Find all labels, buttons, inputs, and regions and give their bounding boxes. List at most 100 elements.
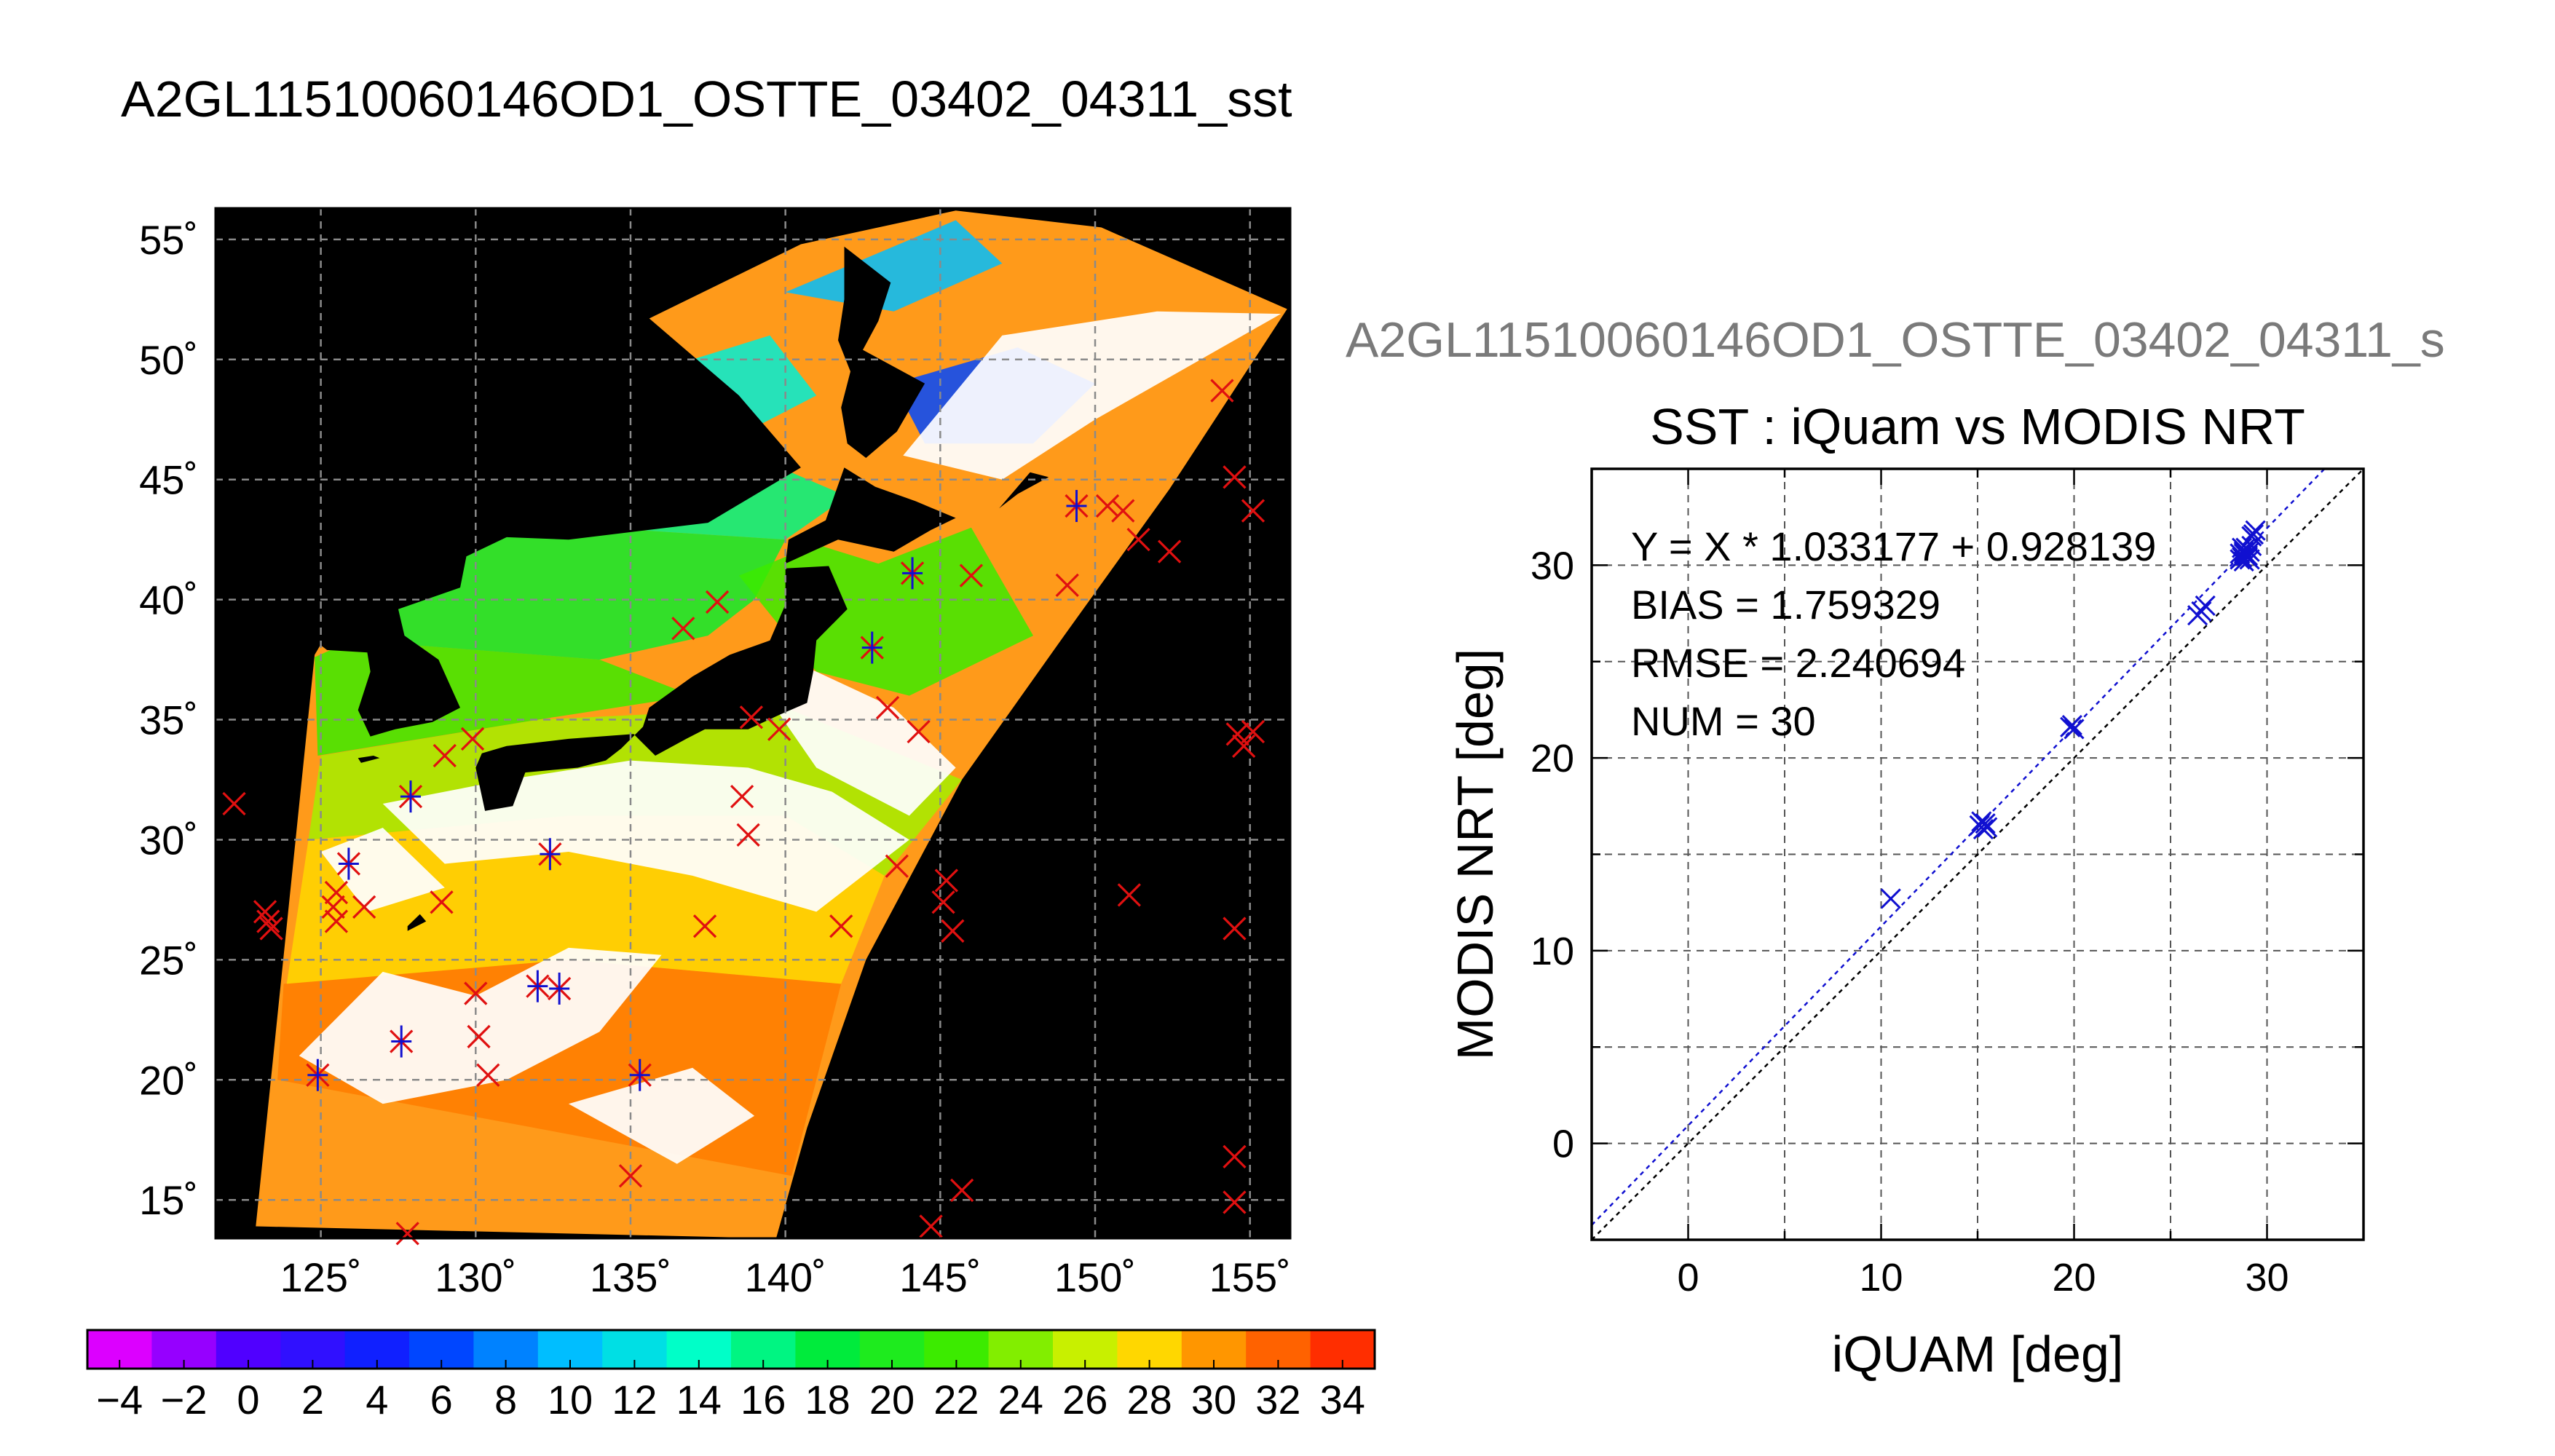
colorbar-frame: [86, 1329, 1376, 1370]
stat-annotation: Y = X * 1.033177 + 0.928139: [1631, 523, 2156, 569]
colorbar-label: −2: [161, 1377, 208, 1423]
iquam-marker: [1210, 379, 1234, 403]
iquam-marker: [736, 823, 760, 847]
iquam-marker: [829, 914, 853, 938]
cloud-mask: [320, 828, 445, 912]
matchup-marker: [902, 557, 923, 590]
y-tick-label: 30: [1531, 544, 1574, 587]
map-frame: [214, 207, 1292, 1240]
iquam-marker: [949, 1178, 974, 1203]
lon-tick-label: 145˚: [899, 1254, 981, 1300]
lat-tick-label: 25˚: [139, 937, 198, 983]
scatter-title: SST : iQuam vs MODIS NRT: [1650, 398, 2305, 455]
land-mass: [838, 246, 925, 458]
y-tick-label: 20: [1531, 737, 1574, 780]
colorbar-label: 32: [1255, 1377, 1300, 1423]
matchup-marker: [540, 838, 561, 871]
y-tick-label: 10: [1531, 930, 1574, 973]
matchup-marker: [338, 847, 359, 880]
iquam-marker: [618, 1164, 643, 1188]
scatter-point: [2231, 537, 2253, 558]
colorbar-label: 16: [741, 1377, 786, 1423]
iquam-marker: [433, 743, 457, 768]
iquam-marker: [730, 784, 754, 809]
iquam-marker: [907, 719, 931, 744]
colorbar-label: 4: [366, 1377, 388, 1423]
colorbar-label: 12: [612, 1377, 657, 1423]
matchup-marker: [629, 1059, 650, 1091]
colorbar-label: 20: [869, 1377, 915, 1423]
matchup-marker: [527, 970, 548, 1002]
iquam-marker: [430, 890, 454, 914]
scatter-point: [1975, 813, 1996, 834]
iquam-marker: [941, 919, 965, 943]
iquam-marker: [467, 1024, 491, 1049]
stat-annotation: NUM = 30: [1631, 698, 1816, 744]
colorbar-label: 18: [805, 1377, 850, 1423]
matchup-marker: [307, 1059, 328, 1091]
cloud-mask: [903, 311, 1282, 480]
matchup-marker: [861, 631, 882, 664]
lon-tick-label: 155˚: [1209, 1254, 1291, 1300]
iquam-marker: [1241, 499, 1265, 523]
scatter-point: [2241, 526, 2262, 547]
iquam-marker: [934, 869, 958, 893]
land-mass: [999, 472, 1049, 509]
lat-tick-label: 20˚: [139, 1057, 198, 1103]
colorbar-label: 8: [494, 1377, 517, 1423]
y-axis-label: MODIS NRT [deg]: [1447, 649, 1504, 1060]
iquam-marker: [959, 563, 984, 587]
colorbar-label: 10: [548, 1377, 593, 1423]
scatter-point: [2061, 715, 2082, 736]
colorbar-label: 30: [1191, 1377, 1236, 1423]
scatter-point: [2191, 601, 2212, 622]
iquam-marker: [931, 890, 955, 914]
colorbar-label: 22: [933, 1377, 979, 1423]
iquam-marker: [1111, 499, 1135, 523]
iquam-marker: [1223, 465, 1247, 489]
scatter-point: [1977, 817, 1998, 838]
iquam-marker: [1223, 1190, 1247, 1214]
iquam-marker: [324, 909, 349, 933]
iquam-marker: [352, 895, 376, 919]
land-mass: [475, 566, 848, 811]
colorbar-label: 26: [1062, 1377, 1107, 1423]
matchup-marker: [549, 972, 570, 1005]
x-tick-label: 10: [1859, 1256, 1903, 1299]
iquam-marker: [253, 900, 277, 924]
iquam-marker: [464, 981, 488, 1005]
land-mass: [216, 208, 801, 737]
colorbar-label: 28: [1126, 1377, 1172, 1423]
x-tick-label: 30: [2245, 1256, 2289, 1299]
matchup-marker: [400, 780, 421, 813]
lon-tick-label: 135˚: [590, 1254, 671, 1300]
iquam-marker: [1223, 917, 1247, 941]
iquam-marker: [395, 1222, 419, 1246]
lat-tick-label: 55˚: [139, 217, 198, 263]
iquam-marker: [705, 590, 730, 614]
lon-tick-label: 130˚: [435, 1254, 516, 1300]
colorbar-label: −4: [96, 1377, 143, 1423]
matchup-marker: [391, 1025, 412, 1058]
sst-band: [785, 220, 1003, 312]
matchup-marker: [1066, 489, 1087, 522]
iquam-marker: [875, 695, 900, 720]
iquam-marker: [1095, 494, 1120, 518]
lon-tick-label: 150˚: [1054, 1254, 1136, 1300]
identity-line: [1592, 469, 2364, 1240]
colorbar-label: 6: [430, 1377, 453, 1423]
x-axis-label: iQUAM [deg]: [1832, 1326, 2124, 1382]
stat-annotation: RMSE = 2.240694: [1631, 640, 1965, 686]
y-tick-label: 0: [1552, 1123, 1574, 1166]
iquam-marker: [476, 1063, 500, 1087]
iquam-marker: [692, 914, 717, 938]
land-mass: [407, 914, 427, 931]
iquam-marker: [321, 895, 345, 919]
colorbar-label: 14: [676, 1377, 722, 1423]
iquam-marker: [1055, 573, 1079, 597]
iquam-marker: [671, 617, 695, 641]
scatter-point: [2233, 541, 2254, 562]
scatter-filename-title: A2GL11510060146OD1_OSTTE_03402_04311_s: [1346, 312, 2445, 368]
iquam-marker: [1223, 1144, 1247, 1168]
